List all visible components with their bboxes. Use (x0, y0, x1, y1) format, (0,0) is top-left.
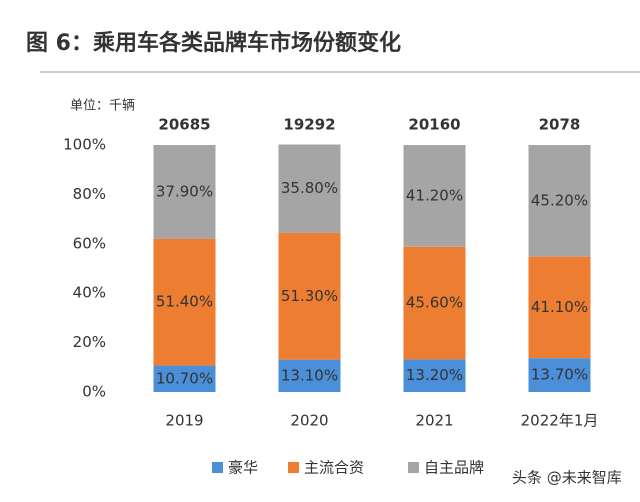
x-tick-label: 2019 (165, 412, 203, 430)
value-label: 37.90% (156, 182, 213, 200)
bar-segment (278, 232, 341, 360)
legend-label: 主流合资 (304, 459, 364, 477)
chart-title: 图 6：乘用车各类品牌车市场份额变化 (26, 30, 401, 56)
value-label: 41.20% (406, 186, 463, 204)
bar-segment (153, 238, 216, 366)
value-label: 45.20% (531, 191, 588, 209)
total-label: 20160 (408, 116, 460, 134)
value-label: 41.10% (531, 298, 588, 316)
y-tick-label: 40% (73, 284, 106, 302)
total-label: 19292 (283, 116, 335, 134)
bar-segment (153, 365, 216, 392)
bar-segment (528, 256, 591, 359)
legend-label: 豪华 (228, 459, 258, 477)
bar-segment (528, 358, 591, 392)
x-tick-label: 2021 (415, 412, 453, 430)
watermark: 头条 @未来智库 (512, 469, 622, 487)
value-label: 51.40% (156, 293, 213, 311)
legend-swatch (288, 462, 299, 473)
value-label: 13.10% (281, 366, 338, 384)
bar-segment (403, 246, 466, 360)
bar-segment (528, 145, 591, 257)
value-label: 45.60% (406, 294, 463, 312)
y-tick-label: 100% (63, 136, 106, 154)
value-label: 51.30% (281, 287, 338, 305)
unit-label: 单位：千辆 (70, 99, 135, 114)
value-label: 13.20% (406, 366, 463, 384)
legend-swatch (212, 462, 223, 473)
value-label: 35.80% (281, 179, 338, 197)
bar-segment (278, 144, 341, 233)
bar-segment (403, 359, 466, 392)
y-tick-label: 80% (73, 185, 106, 203)
y-tick-label: 60% (73, 234, 106, 252)
total-label: 20685 (158, 116, 210, 134)
legend-label: 自主品牌 (424, 459, 484, 477)
total-label: 2078 (539, 116, 581, 134)
legend-swatch (408, 462, 419, 473)
y-tick-label: 0% (82, 383, 106, 401)
x-tick-label: 2020 (290, 412, 328, 430)
value-label: 13.70% (531, 366, 588, 384)
bar-segment (278, 359, 341, 392)
bar-segment (153, 145, 216, 239)
y-tick-label: 20% (73, 333, 106, 351)
value-label: 10.70% (156, 369, 213, 387)
x-tick-label: 2022年1月 (521, 412, 599, 430)
bar-segment (403, 145, 466, 247)
